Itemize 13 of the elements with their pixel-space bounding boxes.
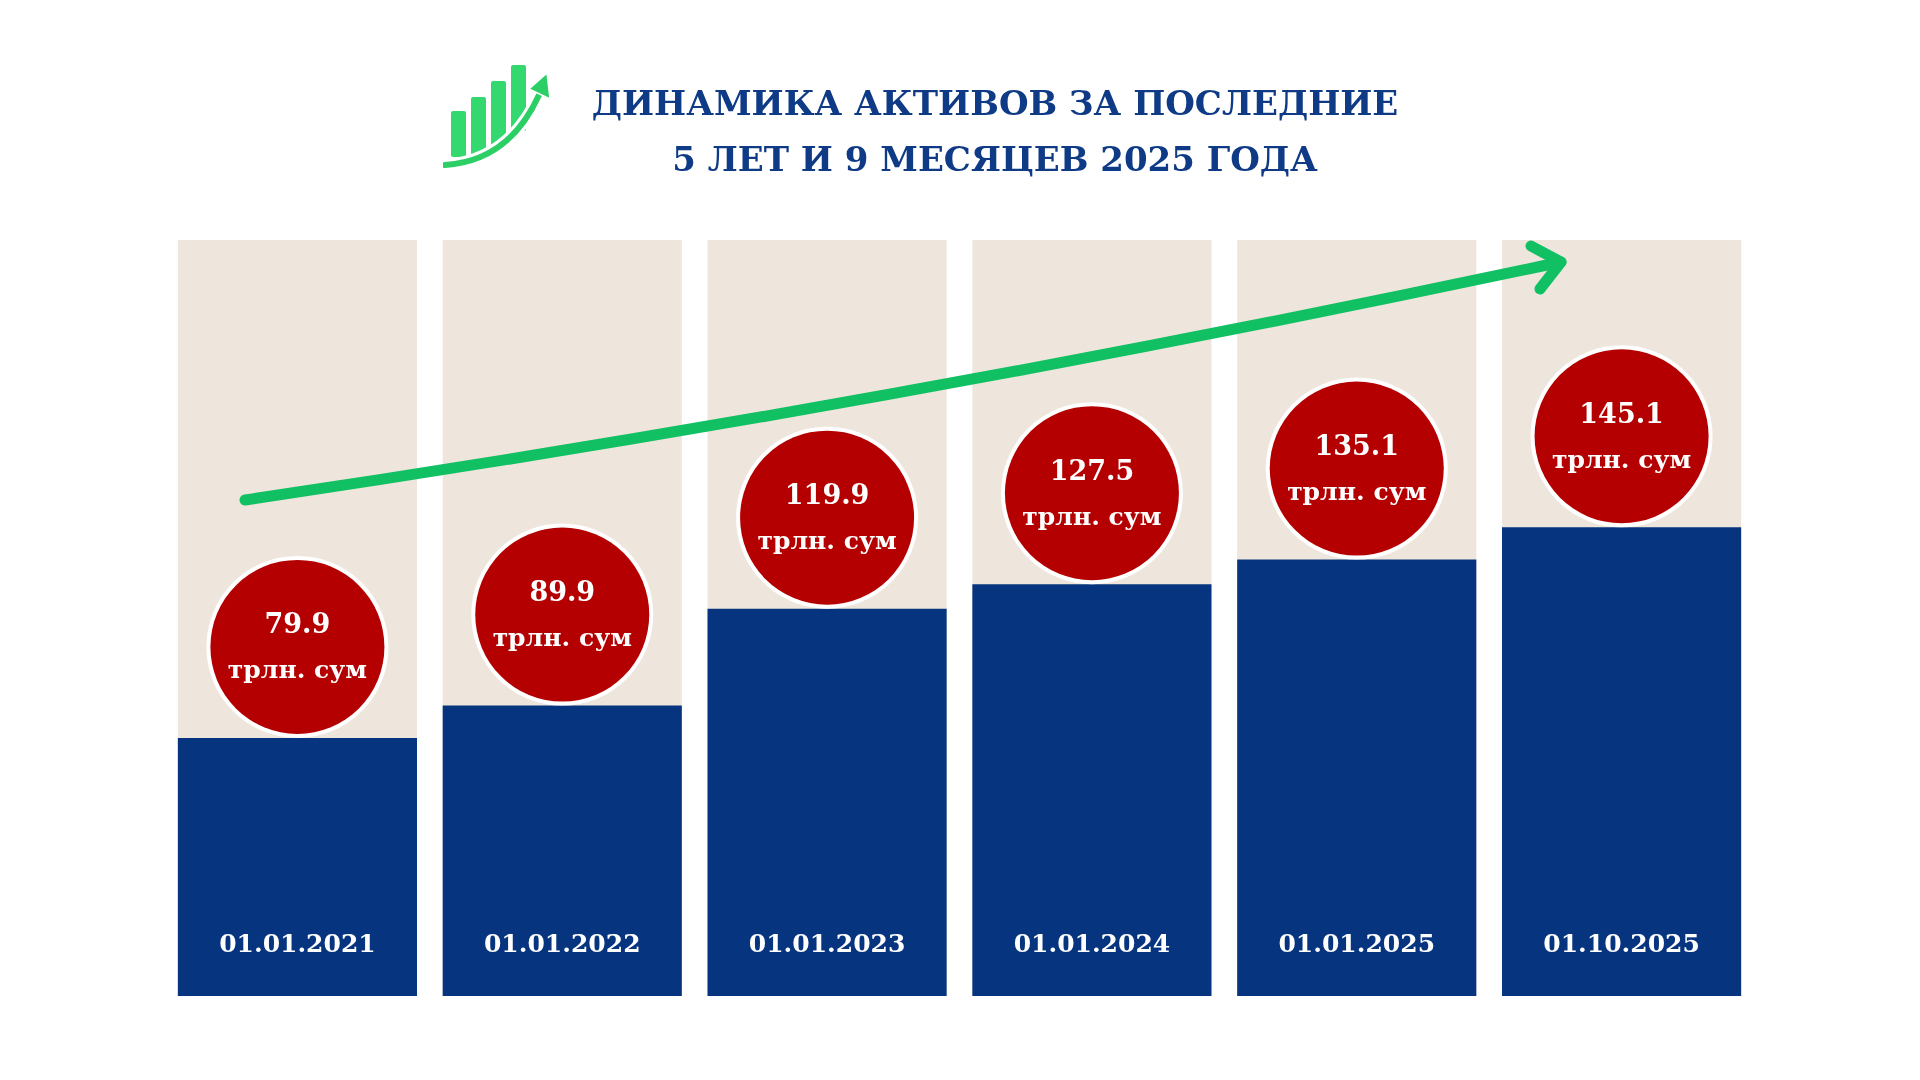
x-tick-label: 01.01.2023 [748, 929, 906, 958]
x-tick-label: 01.01.2024 [1013, 929, 1171, 958]
data-label: 79.9 трлн. сум [227, 608, 368, 685]
x-tick-label: 01.01.2025 [1278, 929, 1436, 958]
data-label: 135.1 трлн. сум [1287, 430, 1427, 507]
x-tick-label: 01.01.2022 [483, 929, 641, 958]
data-label: 119.9 трлн. сум [757, 479, 897, 556]
data-label: 89.9 трлн. сум [492, 576, 632, 653]
data-label: 127.5 трлн. сум [1022, 454, 1162, 531]
x-tick-label: 01.01.2021 [219, 929, 376, 958]
data-label: 145.1 трлн. сум [1551, 397, 1692, 474]
x-tick-label: 01.10.2025 [1543, 929, 1700, 958]
chart-title: ДИНАМИКА АКТИВОВ ЗА ПОСЛЕДНИЕ 5 ЛЕТ И 9 МЕСЯЦЕВ 2025 ГОДА [591, 83, 1399, 179]
